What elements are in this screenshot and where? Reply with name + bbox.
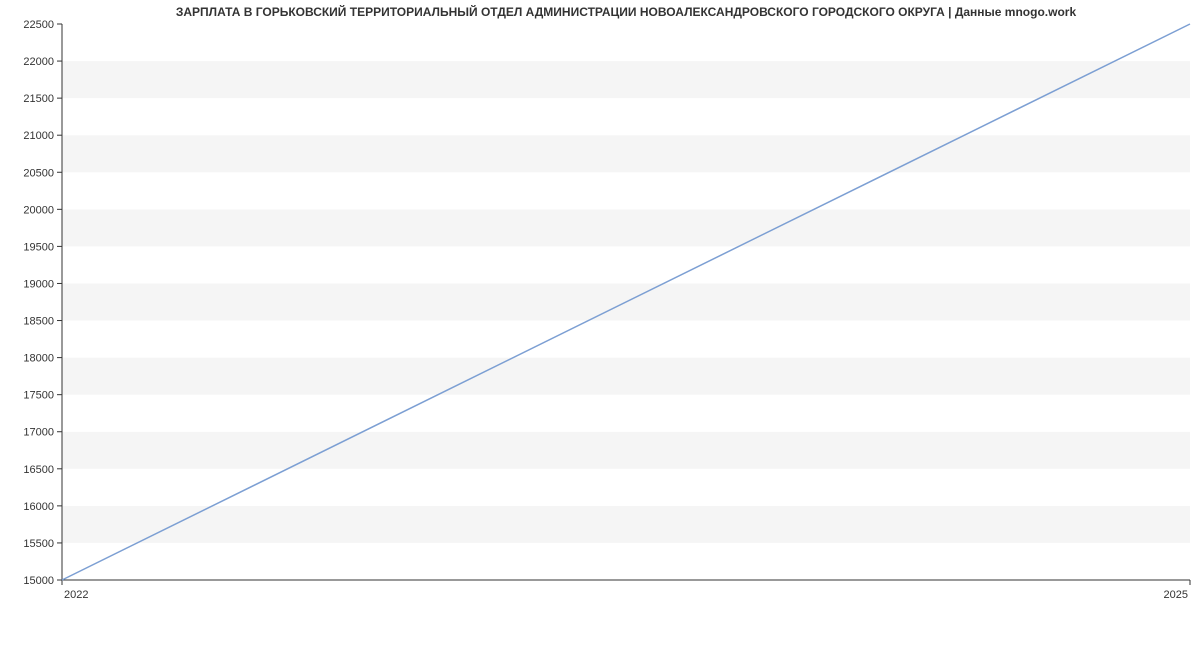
y-tick-label: 19500 bbox=[23, 241, 54, 253]
salary-line-chart: 15000 15500 16000 16500 17000 17500 18000 18500… bbox=[0, 0, 1200, 650]
y-tick-label: 15000 bbox=[23, 575, 54, 587]
x-tick-label: 2025 bbox=[1164, 589, 1188, 601]
y-tick-label: 19000 bbox=[23, 278, 54, 290]
grid-band bbox=[62, 432, 1190, 469]
grid-band bbox=[62, 61, 1190, 98]
grid-band bbox=[62, 172, 1190, 209]
grid-band bbox=[62, 135, 1190, 172]
y-tick-label: 20500 bbox=[23, 167, 54, 179]
grid-band bbox=[62, 321, 1190, 358]
chart-svg: 15000 15500 16000 16500 17000 17500 18000 18500… bbox=[0, 0, 1200, 650]
chart-title: ЗАРПЛАТА В ГОРЬКОВСКИЙ ТЕРРИТОРИАЛЬНЫЙ О… bbox=[176, 4, 1077, 19]
grid-band bbox=[62, 98, 1190, 135]
y-tick-label: 15500 bbox=[23, 538, 54, 550]
y-tick-label: 18000 bbox=[23, 353, 54, 365]
grid-band bbox=[62, 209, 1190, 246]
grid-band bbox=[62, 24, 1190, 61]
y-tick-label: 22000 bbox=[23, 56, 54, 68]
grid-band bbox=[62, 358, 1190, 395]
y-tick-label: 22500 bbox=[23, 19, 54, 31]
y-tick-label: 18500 bbox=[23, 316, 54, 328]
grid-band bbox=[62, 506, 1190, 543]
grid-band bbox=[62, 395, 1190, 432]
y-tick-label: 16000 bbox=[23, 501, 54, 513]
y-tick-label: 17000 bbox=[23, 427, 54, 439]
y-tick-label: 20000 bbox=[23, 204, 54, 216]
grid-band bbox=[62, 246, 1190, 283]
x-tick-label: 2022 bbox=[64, 589, 88, 601]
y-tick-label: 16500 bbox=[23, 464, 54, 476]
y-tick-label: 17500 bbox=[23, 390, 54, 402]
y-tick-label: 21000 bbox=[23, 130, 54, 142]
grid-band bbox=[62, 543, 1190, 580]
grid-band bbox=[62, 469, 1190, 506]
y-tick-label: 21500 bbox=[23, 93, 54, 105]
